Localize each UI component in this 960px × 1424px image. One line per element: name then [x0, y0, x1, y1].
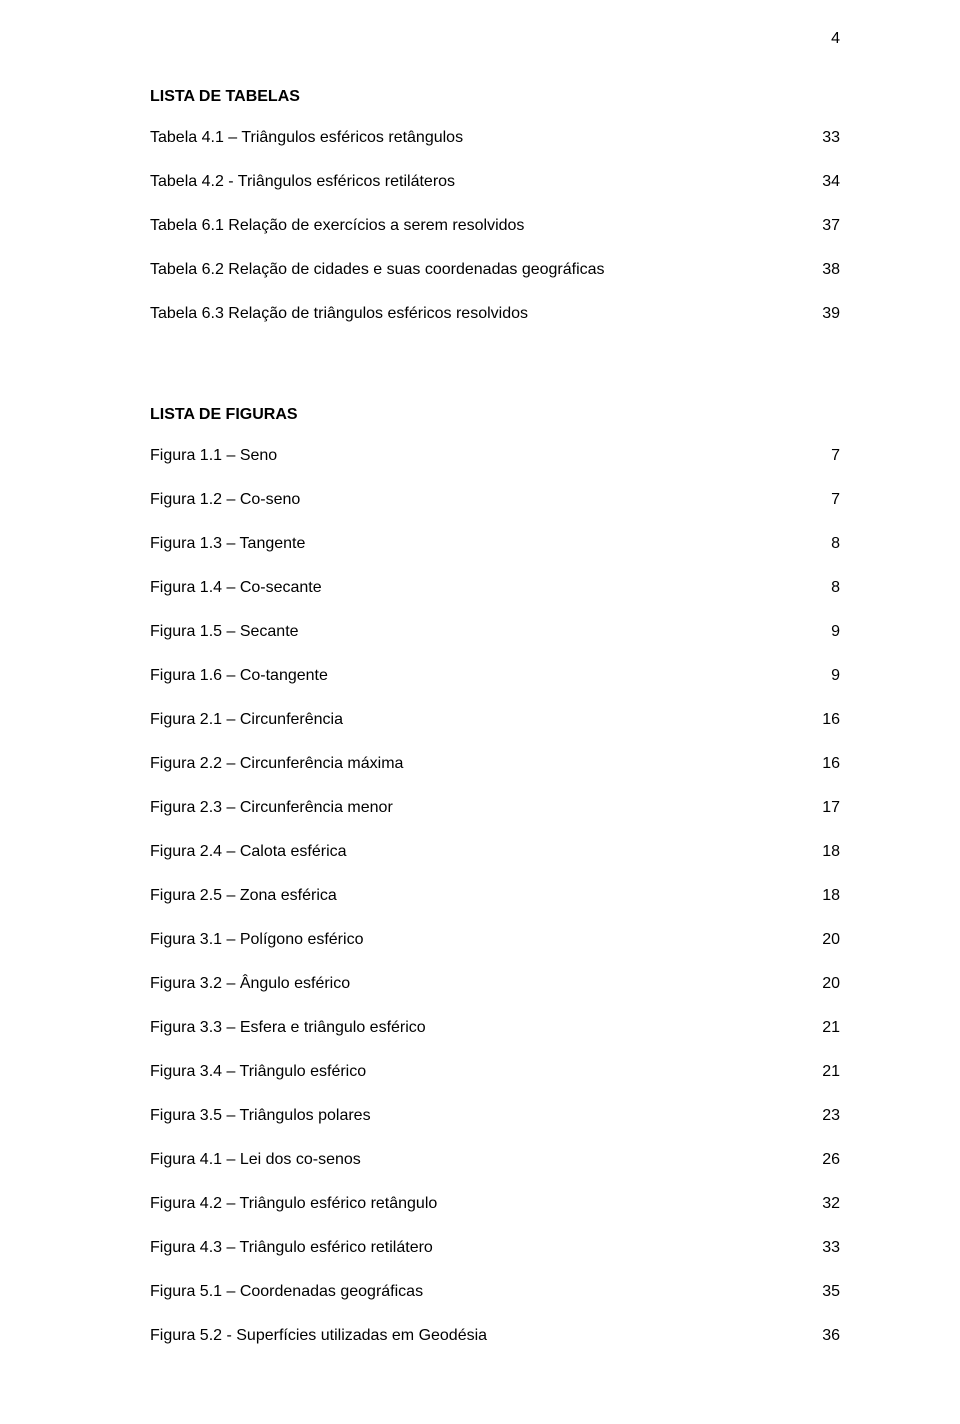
toc-entry-label: Tabela 6.3 Relação de triângulos esféric… — [150, 302, 810, 326]
toc-entry: Figura 1.3 – Tangente8 — [150, 532, 840, 556]
toc-entry-page: 21 — [810, 1016, 840, 1040]
toc-entry: Figura 1.2 – Co-seno7 — [150, 488, 840, 512]
toc-entry-label: Figura 3.2 – Ângulo esférico — [150, 972, 810, 996]
section-heading-figuras: LISTA DE FIGURAS — [150, 406, 840, 424]
toc-entry-page: 23 — [810, 1104, 840, 1128]
toc-entry-page: 18 — [810, 840, 840, 864]
toc-entry: Figura 3.5 – Triângulos polares23 — [150, 1104, 840, 1128]
toc-entry-label: Figura 1.4 – Co-secante — [150, 576, 810, 600]
toc-entry-page: 9 — [810, 664, 840, 688]
toc-entry-label: Figura 3.1 – Polígono esférico — [150, 928, 810, 952]
toc-entry-label: Figura 1.6 – Co-tangente — [150, 664, 810, 688]
toc-entry-page: 8 — [810, 532, 840, 556]
toc-entry-label: Figura 4.3 – Triângulo esférico retiláte… — [150, 1236, 810, 1260]
toc-entry-page: 21 — [810, 1060, 840, 1084]
toc-entry-page: 9 — [810, 620, 840, 644]
toc-entry: Tabela 4.1 – Triângulos esféricos retâng… — [150, 126, 840, 150]
toc-entry: Figura 2.3 – Circunferência menor17 — [150, 796, 840, 820]
toc-entry-page: 33 — [810, 126, 840, 150]
toc-entry-label: Tabela 6.2 Relação de cidades e suas coo… — [150, 258, 810, 282]
toc-entry: Figura 4.1 – Lei dos co-senos26 — [150, 1148, 840, 1172]
toc-entry: Figura 1.6 – Co-tangente9 — [150, 664, 840, 688]
toc-entry-page: 20 — [810, 972, 840, 996]
toc-entry: Tabela 4.2 - Triângulos esféricos retilá… — [150, 170, 840, 194]
page-number: 4 — [150, 30, 840, 48]
toc-entry-page: 17 — [810, 796, 840, 820]
toc-entry: Figura 3.2 – Ângulo esférico20 — [150, 972, 840, 996]
toc-entry: Figura 2.4 – Calota esférica18 — [150, 840, 840, 864]
toc-entry-page: 16 — [810, 752, 840, 776]
toc-entry-label: Figura 5.2 - Superfícies utilizadas em G… — [150, 1324, 810, 1348]
toc-entry-label: Figura 2.2 – Circunferência máxima — [150, 752, 810, 776]
toc-entry-page: 7 — [810, 488, 840, 512]
toc-entry-label: Figura 5.1 – Coordenadas geográficas — [150, 1280, 810, 1304]
toc-entry-label: Figura 1.3 – Tangente — [150, 532, 810, 556]
toc-entry: Figura 2.5 – Zona esférica18 — [150, 884, 840, 908]
toc-entry-label: Figura 1.5 – Secante — [150, 620, 810, 644]
toc-entry-label: Figura 1.1 – Seno — [150, 444, 810, 468]
toc-entry-label: Figura 3.3 – Esfera e triângulo esférico — [150, 1016, 810, 1040]
toc-entry-page: 7 — [810, 444, 840, 468]
toc-entry-page: 18 — [810, 884, 840, 908]
toc-entry-label: Figura 4.2 – Triângulo esférico retângul… — [150, 1192, 810, 1216]
toc-entry: Figura 3.4 – Triângulo esférico21 — [150, 1060, 840, 1084]
toc-entry: Figura 5.2 - Superfícies utilizadas em G… — [150, 1324, 840, 1348]
toc-entry-label: Figura 1.2 – Co-seno — [150, 488, 810, 512]
toc-entry-label: Tabela 4.1 – Triângulos esféricos retâng… — [150, 126, 810, 150]
toc-entry-page: 37 — [810, 214, 840, 238]
toc-entry: Figura 1.1 – Seno7 — [150, 444, 840, 468]
toc-entry-label: Figura 2.3 – Circunferência menor — [150, 796, 810, 820]
toc-entry: Figura 3.3 – Esfera e triângulo esférico… — [150, 1016, 840, 1040]
toc-entry-page: 26 — [810, 1148, 840, 1172]
toc-entry: Figura 2.1 – Circunferência16 — [150, 708, 840, 732]
toc-entry-page: 39 — [810, 302, 840, 326]
toc-entry-label: Tabela 4.2 - Triângulos esféricos retilá… — [150, 170, 810, 194]
toc-entry-page: 38 — [810, 258, 840, 282]
toc-entry: Figura 3.1 – Polígono esférico20 — [150, 928, 840, 952]
toc-entry-label: Figura 2.1 – Circunferência — [150, 708, 810, 732]
toc-entry-label: Tabela 6.1 Relação de exercícios a serem… — [150, 214, 810, 238]
toc-entry-label: Figura 3.4 – Triângulo esférico — [150, 1060, 810, 1084]
toc-entry-page: 33 — [810, 1236, 840, 1260]
toc-entry-label: Figura 2.5 – Zona esférica — [150, 884, 810, 908]
toc-entry: Figura 4.3 – Triângulo esférico retiláte… — [150, 1236, 840, 1260]
toc-entry-page: 16 — [810, 708, 840, 732]
toc-entry-label: Figura 3.5 – Triângulos polares — [150, 1104, 810, 1128]
toc-entry: Figura 4.2 – Triângulo esférico retângul… — [150, 1192, 840, 1216]
section-tabelas: LISTA DE TABELAS Tabela 4.1 – Triângulos… — [150, 88, 840, 326]
toc-entry-page: 32 — [810, 1192, 840, 1216]
toc-entry-page: 35 — [810, 1280, 840, 1304]
toc-entry-page: 20 — [810, 928, 840, 952]
toc-entry: Figura 1.5 – Secante9 — [150, 620, 840, 644]
toc-entry-page: 34 — [810, 170, 840, 194]
toc-entry: Figura 5.1 – Coordenadas geográficas35 — [150, 1280, 840, 1304]
toc-entry: Figura 1.4 – Co-secante8 — [150, 576, 840, 600]
toc-entry-page: 8 — [810, 576, 840, 600]
toc-entry: Tabela 6.3 Relação de triângulos esféric… — [150, 302, 840, 326]
toc-entry-page: 36 — [810, 1324, 840, 1348]
section-figuras: LISTA DE FIGURAS Figura 1.1 – Seno7Figur… — [150, 406, 840, 1348]
toc-entry: Tabela 6.2 Relação de cidades e suas coo… — [150, 258, 840, 282]
toc-entry: Tabela 6.1 Relação de exercícios a serem… — [150, 214, 840, 238]
toc-entry-label: Figura 4.1 – Lei dos co-senos — [150, 1148, 810, 1172]
toc-entry: Figura 2.2 – Circunferência máxima16 — [150, 752, 840, 776]
section-heading-tabelas: LISTA DE TABELAS — [150, 88, 840, 106]
toc-entry-label: Figura 2.4 – Calota esférica — [150, 840, 810, 864]
